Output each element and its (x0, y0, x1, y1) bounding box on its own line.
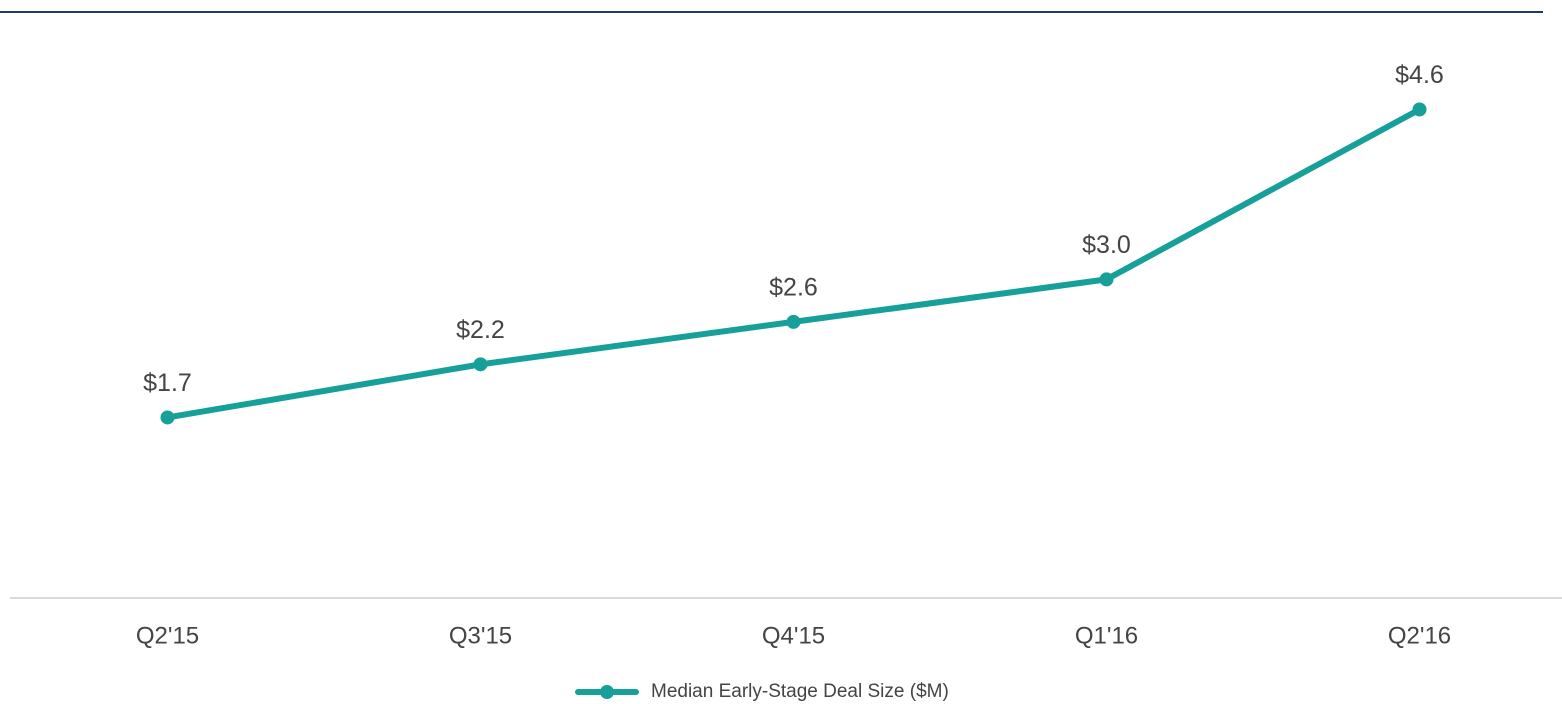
data-point (1412, 102, 1427, 117)
data-point (473, 357, 488, 372)
data-point (1099, 272, 1114, 287)
data-label: $4.6 (1395, 61, 1444, 89)
data-label: $3.0 (1082, 231, 1131, 259)
series-line (166, 106, 1421, 421)
x-tick-label: Q1'16 (1075, 622, 1138, 649)
data-label: $2.2 (456, 316, 505, 344)
legend-label: Median Early-Stage Deal Size ($M) (651, 681, 949, 702)
x-tick-label: Q2'16 (1388, 622, 1451, 649)
x-tick-label: Q2'15 (136, 622, 199, 649)
data-point (160, 410, 175, 425)
data-label: $1.7 (143, 369, 192, 397)
x-tick-label: Q4'15 (762, 622, 825, 649)
data-point (786, 314, 801, 329)
x-tick-label: Q3'15 (449, 622, 512, 649)
data-label: $2.6 (769, 273, 818, 301)
legend-marker (600, 685, 614, 699)
